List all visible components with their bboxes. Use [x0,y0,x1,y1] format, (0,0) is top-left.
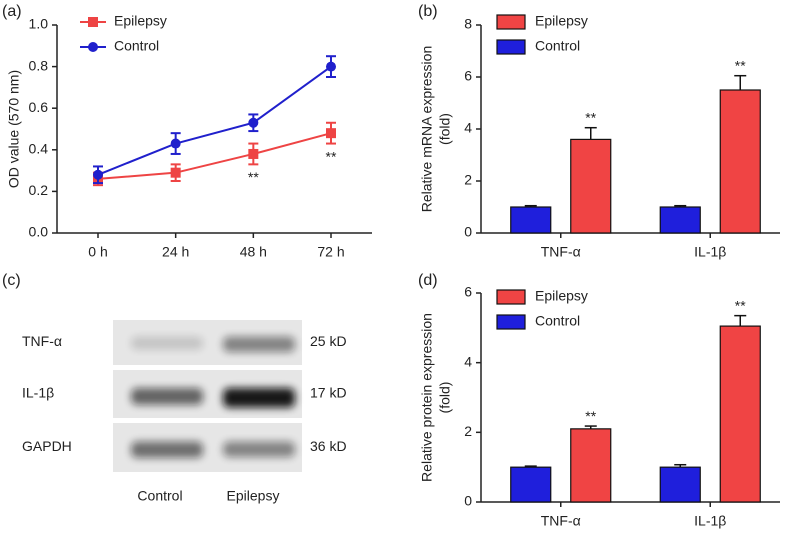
y-tick-label: 0 [464,224,472,240]
y-tick-label: 2 [464,172,472,188]
y-axis-title: OD value (570 nm) [6,70,22,188]
marker [248,117,259,128]
marker [326,128,336,139]
y-axis-title: (fold) [437,113,453,145]
blot-band [223,441,295,458]
legend-swatch [496,314,526,330]
y-axis-title: Relative protein expression [419,313,435,482]
series-line [97,132,332,180]
legend-label: Control [114,38,159,54]
row-label: IL-1β [22,385,54,401]
blot-band [131,388,203,405]
x-tick-label: 72 h [317,244,344,260]
y-axis-title: (fold) [437,382,453,414]
row-label: TNF-α [22,333,62,349]
significance: ** [735,297,746,313]
x-tick-label: IL-1β [694,244,726,260]
marker [93,169,103,180]
bar [510,466,552,503]
legend-label: Epilepsy [114,13,167,29]
marker [170,138,181,149]
x-tick-label: IL-1β [694,513,726,529]
significance: ** [585,109,596,125]
lane-label: Epilepsy [227,488,280,504]
marker [248,148,259,159]
legend-marker [88,17,98,27]
size-label: 36 kD [310,438,347,454]
x-tick-label: TNF-α [541,513,581,529]
bar [719,325,761,503]
legend-label: Control [535,313,580,329]
legend-marker [88,42,98,52]
legend-label: Epilepsy [535,13,588,29]
panel-label: (c) [2,272,21,289]
y-tick-label: 4 [464,120,472,136]
legend-swatch [496,289,526,305]
legend-swatch [496,14,526,30]
bar [659,466,701,503]
bar [659,206,701,234]
size-label: 25 kD [310,333,347,349]
marker [326,61,336,72]
bar [719,89,761,234]
series-line [97,65,332,176]
y-tick-label: 0.6 [29,99,49,115]
blot-band [131,336,203,350]
y-axis-title: Relative mRNA expression [419,46,435,213]
y-tick-label: 0.0 [29,224,49,240]
y-tick-label: 8 [464,16,472,32]
x-tick-label: 48 h [240,244,267,260]
x-tick-label: 24 h [162,244,189,260]
panel-label: (b) [418,3,438,20]
row-label: GAPDH [22,438,72,454]
y-tick-label: 6 [464,68,472,84]
blot-band [223,388,295,408]
panel-label: (a) [2,3,22,20]
y-tick-label: 6 [464,284,472,300]
y-tick-label: 2 [464,423,472,439]
significance: ** [735,57,746,73]
y-tick-label: 0.2 [29,182,49,198]
significance: ** [248,169,259,185]
y-tick-label: 1.0 [29,16,49,32]
significance: ** [585,408,596,424]
bar [570,138,612,234]
y-tick-label: 0.4 [29,141,49,157]
size-label: 17 kD [310,385,347,401]
legend-swatch [496,39,526,55]
lane-label: Control [137,488,182,504]
blot-band [223,336,295,353]
legend-label: Epilepsy [535,288,588,304]
y-tick-label: 4 [464,353,472,369]
blot-band [131,441,203,458]
marker [170,167,181,178]
x-tick-label: 0 h [88,244,107,260]
x-tick-label: TNF-α [541,244,581,260]
y-tick-label: 0 [464,493,472,509]
significance: ** [326,148,337,164]
bar [510,206,552,234]
panel-label: (d) [418,272,438,289]
y-tick-label: 0.8 [29,57,49,73]
legend-label: Control [535,38,580,54]
bar [570,428,612,503]
